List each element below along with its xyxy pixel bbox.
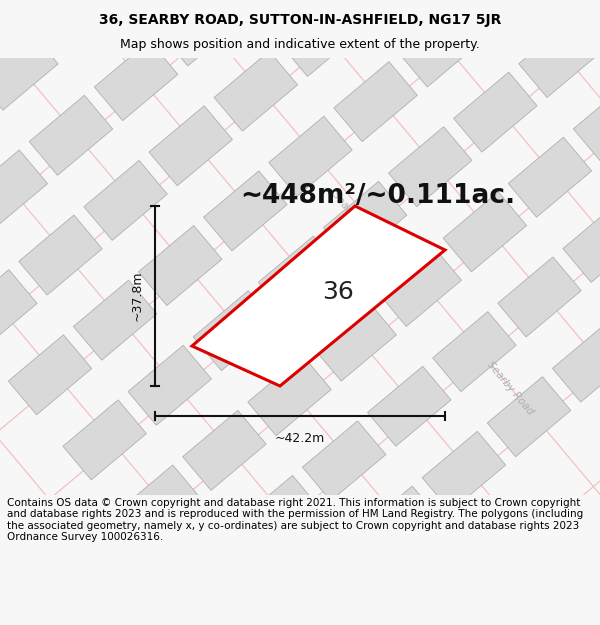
Polygon shape: [63, 400, 146, 480]
Polygon shape: [258, 236, 342, 316]
Polygon shape: [487, 377, 571, 457]
Polygon shape: [279, 0, 362, 76]
Polygon shape: [269, 116, 352, 196]
Polygon shape: [519, 18, 600, 98]
Polygon shape: [378, 246, 461, 326]
Polygon shape: [323, 181, 407, 261]
Polygon shape: [399, 7, 482, 87]
Text: Searby Road: Searby Road: [330, 189, 380, 247]
Polygon shape: [128, 345, 211, 425]
Polygon shape: [84, 161, 167, 241]
Text: Contains OS data © Crown copyright and database right 2021. This information is : Contains OS data © Crown copyright and d…: [7, 498, 583, 542]
Polygon shape: [454, 72, 537, 152]
Polygon shape: [302, 421, 386, 501]
Polygon shape: [368, 366, 451, 446]
Polygon shape: [139, 226, 222, 306]
Polygon shape: [118, 465, 201, 545]
Polygon shape: [160, 0, 243, 66]
Polygon shape: [574, 82, 600, 162]
Polygon shape: [19, 215, 102, 295]
Polygon shape: [182, 411, 266, 491]
Polygon shape: [238, 476, 321, 556]
Text: Map shows position and indicative extent of the property.: Map shows position and indicative extent…: [120, 38, 480, 51]
Polygon shape: [40, 0, 123, 56]
Polygon shape: [498, 257, 581, 337]
Polygon shape: [248, 356, 331, 436]
Polygon shape: [313, 301, 397, 381]
Text: ~37.8m: ~37.8m: [131, 271, 143, 321]
Polygon shape: [149, 106, 232, 186]
Polygon shape: [94, 41, 178, 121]
Polygon shape: [563, 202, 600, 282]
Polygon shape: [29, 95, 113, 175]
Polygon shape: [553, 322, 600, 402]
Polygon shape: [192, 206, 445, 386]
Polygon shape: [73, 280, 157, 360]
Polygon shape: [508, 138, 592, 218]
Polygon shape: [214, 51, 298, 131]
Polygon shape: [357, 486, 440, 566]
Polygon shape: [0, 270, 37, 349]
Polygon shape: [193, 291, 277, 371]
Text: 36: 36: [322, 280, 354, 304]
Text: Searby Road: Searby Road: [485, 359, 535, 417]
Polygon shape: [0, 30, 58, 110]
Polygon shape: [0, 150, 47, 230]
Polygon shape: [203, 171, 287, 251]
Text: ~448m²/~0.111ac.: ~448m²/~0.111ac.: [240, 183, 515, 209]
Polygon shape: [334, 62, 418, 142]
Text: 36, SEARBY ROAD, SUTTON-IN-ASHFIELD, NG17 5JR: 36, SEARBY ROAD, SUTTON-IN-ASHFIELD, NG1…: [99, 12, 501, 27]
Polygon shape: [422, 431, 506, 511]
Polygon shape: [433, 312, 516, 392]
Polygon shape: [443, 192, 527, 272]
Text: ~42.2m: ~42.2m: [275, 432, 325, 445]
Polygon shape: [389, 127, 472, 207]
Polygon shape: [8, 335, 92, 415]
